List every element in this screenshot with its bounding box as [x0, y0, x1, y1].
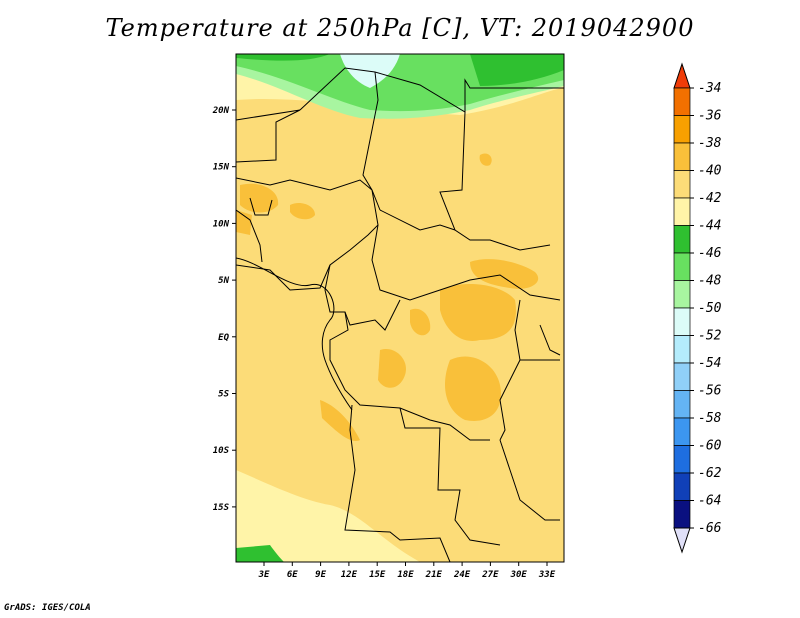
colorbar-label: -40 — [698, 164, 722, 179]
lon-tick-label: 27E — [481, 570, 499, 580]
lon-tick-label: 30E — [510, 570, 528, 580]
lat-tick-label: 5N — [218, 276, 229, 286]
colorbar-label: -34 — [698, 81, 721, 96]
colorbar-label: -58 — [698, 411, 722, 426]
colorbar-label: -48 — [698, 274, 722, 289]
lon-tick-label: 3E — [258, 570, 270, 580]
colorbar-segment — [673, 252, 691, 281]
colorbar-segment — [673, 335, 691, 364]
lon-tick-label: 24E — [453, 570, 471, 580]
colorbar-segment — [673, 142, 691, 171]
colorbar-top-triangle — [673, 62, 691, 89]
colorbar-label: -66 — [698, 521, 722, 536]
lon-tick-label: 6E — [287, 570, 298, 580]
colorbar-label: -62 — [698, 466, 722, 481]
lon-tick-label: 21E — [425, 570, 443, 580]
colorbar-segment — [673, 445, 691, 474]
country-borders — [236, 67, 564, 562]
colorbar-segment — [673, 307, 691, 336]
colorbar-label: -54 — [698, 356, 721, 371]
colorbar-label: -38 — [698, 136, 722, 151]
lat-tick-label: 10N — [213, 219, 230, 229]
colorbar-segment — [673, 225, 691, 254]
colorbar-label: -60 — [698, 439, 722, 454]
colorbar-segment — [673, 362, 691, 391]
colorbar-label: -36 — [698, 109, 722, 124]
longitude-axis: 3E 6E 9E 12E 15E 18E 21E 24E 27E 30E 33E — [258, 562, 556, 580]
colorbar-label: -56 — [698, 384, 722, 399]
temperature-field — [236, 54, 564, 562]
colorbar-segment — [673, 170, 691, 199]
lon-tick-label: 18E — [397, 570, 414, 580]
colorbar-segment — [673, 87, 691, 116]
lat-tick-label: EQ — [218, 333, 229, 343]
colorbar-label: -42 — [698, 191, 722, 206]
colorbar-segment — [673, 390, 691, 419]
colorbar-bottom-triangle — [673, 527, 691, 554]
colorbar-label: -50 — [698, 301, 722, 316]
colorbar-segment — [673, 500, 691, 529]
grads-credit: GrADS: IGES/COLA — [4, 603, 91, 613]
plot-frame — [235, 53, 565, 563]
lat-tick-label: 5S — [218, 390, 229, 400]
lon-tick-label: 12E — [341, 570, 358, 580]
lat-tick-label: 15N — [213, 163, 230, 173]
lon-tick-label: 9E — [315, 570, 326, 580]
colorbar-label: -52 — [698, 329, 722, 344]
colorbar-segment — [673, 115, 691, 144]
colorbar-label: -46 — [698, 246, 722, 261]
colorbar-label: -64 — [698, 494, 721, 509]
lon-tick-label: 33E — [538, 570, 556, 580]
coastline — [236, 257, 353, 411]
lat-tick-label: 15S — [213, 503, 230, 513]
colorbar-segment — [673, 417, 691, 446]
colorbar: -34 -36 -38 -40 -42 -44 -46 -48 -50 -52 -54 -56 -58 -… — [673, 62, 722, 554]
lat-tick-label: 10S — [213, 446, 230, 456]
lon-tick-label: 15E — [369, 570, 386, 580]
colorbar-segment — [673, 472, 691, 501]
colorbar-label: -44 — [698, 219, 721, 234]
colorbar-segment — [673, 280, 691, 309]
latitude-axis: 20N 15N 10N 5N EQ 5S 10S 15S — [212, 106, 236, 513]
map-title: Temperature at 250hPa [C], VT: 201904290… — [105, 14, 695, 42]
lat-tick-label: 20N — [212, 106, 230, 116]
colorbar-segment — [673, 197, 691, 226]
